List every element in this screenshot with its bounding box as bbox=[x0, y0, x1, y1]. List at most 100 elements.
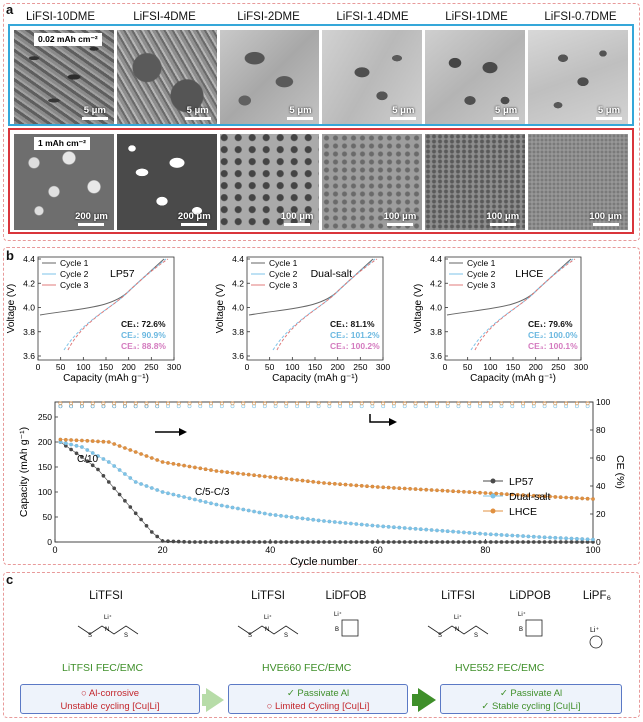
status-box-litfsi: ○ Al-corrosive Unstable cycling [Cu|Li] bbox=[20, 684, 200, 714]
x-tick-label: 100 bbox=[76, 362, 90, 372]
column-label: LiFSI-2DME bbox=[237, 11, 300, 23]
sem-row-high-capacity: 1 mAh cm⁻² 200 μm 200 μm 100 μm 100 μm 1… bbox=[8, 128, 634, 234]
scale-bar: 100 μm bbox=[589, 211, 622, 226]
ce-value: CE₃: 100.2% bbox=[330, 341, 380, 351]
ring bbox=[341, 619, 359, 637]
ce-point bbox=[252, 401, 257, 406]
ce-point bbox=[112, 404, 117, 409]
ce-point bbox=[166, 401, 170, 406]
ce-point bbox=[542, 404, 547, 409]
ce-value: CE₃: 88.8% bbox=[121, 341, 166, 351]
ce-point bbox=[295, 404, 300, 409]
column-label: LiFSI-10DME bbox=[25, 11, 96, 23]
ce-point bbox=[553, 404, 558, 409]
ce-point bbox=[478, 401, 482, 406]
x-tick-label: 150 bbox=[308, 362, 322, 372]
ce-point bbox=[230, 404, 235, 409]
ce-point bbox=[327, 401, 332, 406]
panel-a-frame bbox=[3, 3, 640, 241]
x-tick-label: 50 bbox=[463, 362, 473, 372]
x-tick-label: 250 bbox=[144, 362, 158, 372]
y-tick-label: 3.6 bbox=[430, 351, 442, 361]
x-tick-label: 0 bbox=[52, 545, 57, 555]
voltage-curve bbox=[446, 258, 572, 316]
salt-name: LiPF₆ bbox=[582, 590, 612, 602]
arrow-head bbox=[179, 428, 187, 436]
ce-point bbox=[144, 404, 149, 409]
ce-point bbox=[348, 404, 353, 409]
electrolyte-label: LiTFSI FEC/EMC bbox=[62, 662, 144, 674]
series-line-dual-salt bbox=[60, 441, 594, 540]
panel-b-plots: 4.44.24.03.83.60 50 100 150 200 250 300Capacit… bbox=[6, 254, 626, 568]
y-tick-label: 3.8 bbox=[23, 327, 35, 337]
atom-label: Li⁺ bbox=[454, 614, 462, 621]
ce-point bbox=[316, 401, 321, 406]
ce-point bbox=[391, 404, 396, 409]
panel-a-letter: a bbox=[6, 2, 14, 17]
ce-point bbox=[155, 404, 160, 409]
legend-entry: Dual-salt bbox=[509, 491, 551, 503]
ce-point bbox=[90, 404, 95, 409]
legend-entry: Cycle 1 bbox=[269, 258, 298, 268]
ce-point bbox=[445, 401, 450, 406]
atom-label: S bbox=[124, 633, 128, 639]
legend-entry: Cycle 3 bbox=[60, 280, 89, 290]
ce-point bbox=[531, 404, 536, 409]
x-tick-label: 200 bbox=[122, 362, 136, 372]
status-box-hve660: ✓ Passivate Al ○ Limited Cycling [Cu|Li] bbox=[228, 684, 408, 714]
ce-point bbox=[112, 401, 117, 406]
ce-value: CE₁: 72.6% bbox=[121, 319, 166, 329]
voltage-curve bbox=[67, 258, 169, 351]
molecular-structures: Li⁺ N S S Li⁺ N S S B Li⁺ Li⁺ N S S B Li⁺ Li⁺ bbox=[77, 611, 603, 649]
ce-point bbox=[219, 401, 224, 406]
atom-label: N bbox=[455, 627, 459, 633]
y-tick-label: 4.2 bbox=[430, 278, 442, 288]
ce-point bbox=[488, 401, 493, 406]
y-tick-label: 4.0 bbox=[23, 303, 35, 313]
sem-row-low-capacity: 0.02 mAh cm⁻² 5 μm 5 μm 5 μm 5 μm 5 μm 5… bbox=[8, 24, 634, 126]
ce-point bbox=[123, 404, 127, 409]
ce-value: CE₁: 79.6% bbox=[528, 319, 573, 329]
sem-image: 1 mAh cm⁻² 200 μm bbox=[14, 134, 114, 230]
ce-point bbox=[241, 404, 246, 409]
ce-point bbox=[316, 404, 321, 409]
y-tick-label: 150 bbox=[38, 462, 52, 472]
salt-name: LiDPOB bbox=[509, 590, 551, 602]
ce-point bbox=[262, 401, 267, 406]
y2-tick-label: 100 bbox=[596, 397, 610, 407]
x-axis-label: Capacity (mAh g⁻¹) bbox=[470, 373, 556, 384]
ce-point bbox=[58, 404, 63, 409]
arrow-right-icon bbox=[206, 688, 224, 712]
x-axis-label: Capacity (mAh g⁻¹) bbox=[63, 373, 149, 384]
scale-bar: 200 μm bbox=[75, 211, 108, 226]
x-tick-label: 0 bbox=[245, 362, 250, 372]
ce-point bbox=[531, 401, 536, 406]
bond-line bbox=[237, 625, 299, 635]
x-tick-label: 250 bbox=[353, 362, 367, 372]
sem-image: 100 μm bbox=[425, 134, 526, 230]
ce-point bbox=[80, 401, 84, 406]
sem-image: 100 μm bbox=[219, 134, 320, 230]
ce-point bbox=[510, 404, 515, 409]
y-tick-label: 4.4 bbox=[232, 254, 244, 264]
ce-point bbox=[69, 401, 74, 406]
ce-point bbox=[219, 404, 224, 409]
ce-point bbox=[488, 404, 493, 409]
panel-c-frame bbox=[3, 572, 640, 718]
ce-point bbox=[381, 401, 386, 406]
y2-tick-label: 20 bbox=[596, 509, 606, 519]
atom-label: S bbox=[88, 633, 92, 639]
ce-point bbox=[58, 401, 63, 406]
y2-tick-label: 40 bbox=[596, 481, 606, 491]
ce-point bbox=[209, 401, 213, 406]
y-tick-label: 4.0 bbox=[430, 303, 442, 313]
ce-point bbox=[123, 401, 127, 406]
ce-point bbox=[176, 401, 181, 406]
ce-point bbox=[327, 404, 332, 409]
ce-point bbox=[348, 401, 353, 406]
voltage-curve bbox=[276, 258, 378, 351]
ce-point bbox=[305, 401, 310, 406]
y-tick-label: 100 bbox=[38, 487, 52, 497]
voltage-curve bbox=[470, 258, 574, 351]
atom-label: B bbox=[519, 627, 523, 633]
